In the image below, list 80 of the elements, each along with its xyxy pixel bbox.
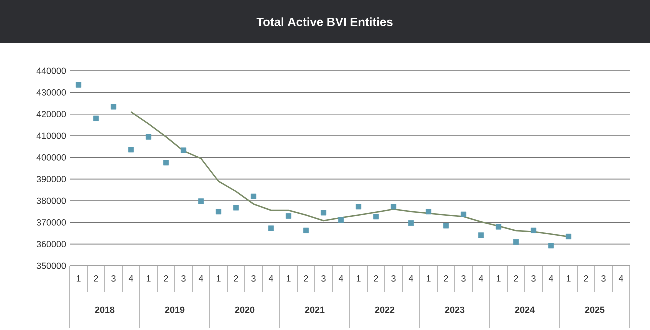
x-tick-label: 1: [216, 276, 221, 282]
y-tick-label: 360000: [36, 241, 66, 248]
point: [566, 234, 572, 240]
x-tick-label: 4: [408, 276, 414, 282]
x-tick-label: 1: [426, 276, 431, 282]
x-tick-label: 3: [322, 276, 326, 282]
point: [338, 217, 344, 224]
y-tick-label: 370000: [36, 219, 66, 226]
point: [250, 194, 257, 200]
text: 2018: [95, 306, 115, 314]
text: 2023: [445, 306, 465, 314]
chart-title: Total Active BVI Entities: [256, 18, 393, 26]
point: [286, 213, 292, 219]
y-tick-label: 430000: [36, 89, 66, 96]
text: 2024: [515, 306, 535, 314]
point: [146, 134, 152, 140]
x-tick-label: 3: [602, 276, 606, 282]
point: [373, 214, 380, 220]
x-tick-label: 2: [234, 276, 238, 282]
x-tick-label: 4: [548, 276, 554, 282]
x-tick-label: 1: [286, 276, 291, 282]
x-tick-label: 2: [94, 276, 98, 282]
x-tick-label: 3: [112, 276, 116, 282]
x-tick-label: 1: [496, 276, 501, 282]
y-tick-label: 380000: [36, 198, 66, 204]
x-tick-label: 1: [356, 276, 361, 282]
x-tick-label: 3: [252, 276, 256, 282]
x-tick-label: 2: [584, 276, 588, 282]
point: [233, 205, 240, 211]
x-tick-label: 1: [146, 276, 151, 282]
point: [460, 212, 467, 218]
y-tick-label: 420000: [36, 111, 66, 118]
point: [426, 209, 432, 215]
x-tick-label: 4: [268, 276, 274, 282]
point: [198, 198, 204, 204]
text: 2019: [165, 306, 185, 314]
x-tick-label: 2: [514, 276, 518, 282]
y-tick-label: 400000: [36, 154, 66, 161]
x-tick-label: 2: [164, 276, 168, 282]
point: [356, 204, 362, 210]
x-tick-label: 3: [532, 276, 536, 282]
point: [478, 232, 484, 238]
point: [548, 243, 554, 249]
x-tick-label: 4: [338, 276, 344, 282]
point: [180, 148, 187, 154]
y-tick-label: 410000: [36, 132, 66, 140]
x-tick-label: 4: [198, 276, 204, 282]
text: 2025: [585, 306, 605, 314]
point: [513, 239, 520, 245]
point: [163, 160, 170, 166]
x-tick-label: 3: [462, 276, 466, 282]
point: [76, 82, 82, 88]
point: [320, 210, 327, 216]
x-tick-label: 2: [374, 276, 378, 282]
point: [216, 209, 222, 215]
point: [408, 220, 414, 226]
point: [443, 223, 450, 229]
y-tick-label: 390000: [36, 176, 66, 183]
point: [303, 228, 310, 234]
x-tick-label: 3: [392, 276, 396, 282]
x-tick-label: 3: [182, 276, 186, 282]
x-tick-label: 1: [566, 276, 571, 282]
x-tick-label: 4: [618, 276, 624, 282]
x-tick-label: 4: [478, 276, 484, 282]
point: [110, 104, 117, 110]
text: 2022: [375, 306, 395, 314]
point: [390, 204, 397, 210]
point: [496, 224, 502, 230]
y-tick-label: 350000: [36, 262, 66, 270]
x-tick-label: 1: [76, 276, 81, 282]
point: [128, 147, 134, 153]
point: [530, 228, 537, 234]
x-tick-label: 2: [304, 276, 308, 282]
x-tick-label: 2: [444, 276, 448, 282]
point: [93, 116, 100, 122]
y-tick-label: 440000: [36, 68, 66, 74]
text: 2020: [235, 306, 255, 314]
x-tick-label: 4: [128, 276, 134, 282]
point: [268, 226, 274, 232]
text: 2021: [305, 306, 325, 314]
